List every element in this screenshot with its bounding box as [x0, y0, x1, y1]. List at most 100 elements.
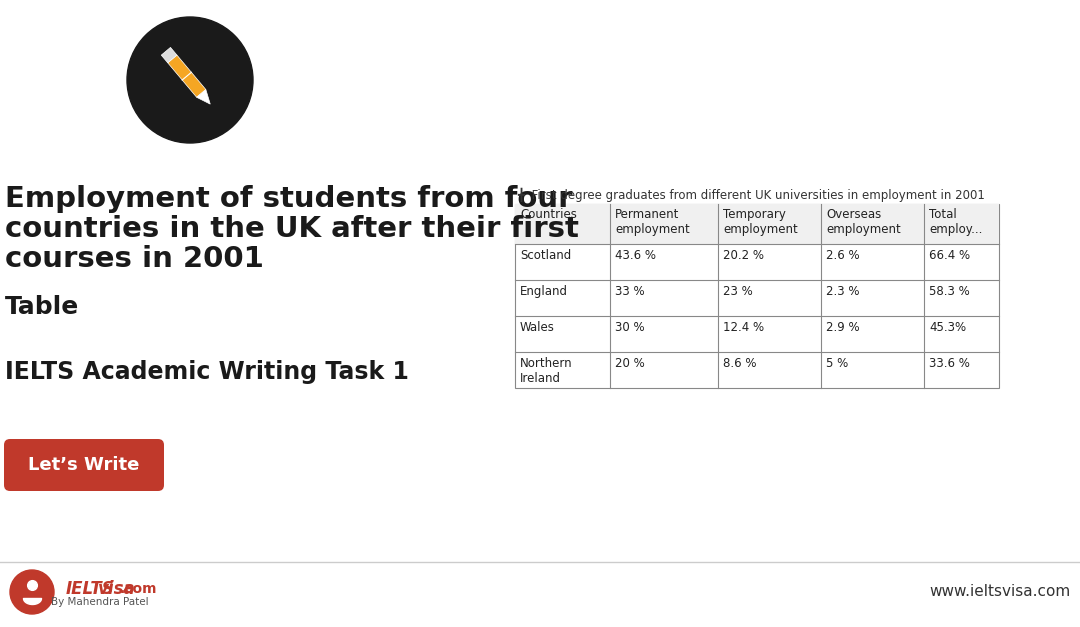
Polygon shape: [197, 90, 211, 104]
Bar: [32, 0, 35, 627]
Bar: [515, 204, 999, 388]
Bar: [140, 0, 143, 627]
Bar: [388, 0, 391, 627]
Bar: [98, 0, 102, 627]
Bar: [110, 0, 113, 627]
Bar: [348, 0, 351, 627]
Bar: [448, 0, 451, 627]
Bar: [590, 0, 593, 627]
Bar: [496, 0, 499, 627]
Bar: [508, 0, 511, 627]
Bar: [141, 0, 145, 627]
Bar: [558, 0, 561, 627]
Bar: [62, 0, 65, 627]
Bar: [515, 204, 999, 244]
Bar: [92, 0, 95, 627]
Bar: [190, 0, 193, 627]
Bar: [414, 0, 417, 627]
Bar: [306, 0, 309, 627]
Bar: [484, 0, 487, 627]
Bar: [248, 0, 251, 627]
Bar: [538, 0, 541, 627]
Bar: [33, 0, 37, 627]
Bar: [356, 0, 359, 627]
Bar: [488, 0, 491, 627]
Bar: [550, 0, 553, 627]
Bar: [564, 0, 567, 627]
Text: 45.3%: 45.3%: [929, 321, 967, 334]
Bar: [440, 0, 443, 627]
Bar: [254, 0, 257, 627]
Bar: [500, 0, 503, 627]
Bar: [208, 0, 211, 627]
Bar: [180, 0, 183, 627]
Bar: [204, 0, 207, 627]
Bar: [0, 0, 3, 627]
Bar: [568, 0, 571, 627]
Bar: [444, 0, 447, 627]
Bar: [422, 0, 426, 627]
Bar: [524, 0, 527, 627]
Bar: [490, 0, 492, 627]
Bar: [458, 0, 461, 627]
Bar: [566, 0, 569, 627]
Bar: [596, 0, 599, 627]
Bar: [56, 0, 59, 627]
Bar: [86, 0, 89, 627]
Bar: [122, 0, 125, 627]
Bar: [212, 0, 215, 627]
Bar: [546, 0, 549, 627]
Bar: [514, 0, 517, 627]
Bar: [28, 0, 31, 627]
Bar: [126, 0, 129, 627]
Bar: [336, 0, 339, 627]
Bar: [400, 0, 403, 627]
Bar: [334, 0, 337, 627]
Bar: [158, 0, 161, 627]
Bar: [90, 0, 93, 627]
Bar: [280, 0, 283, 627]
Bar: [542, 0, 545, 627]
Bar: [224, 0, 227, 627]
Bar: [108, 0, 111, 627]
Bar: [14, 0, 17, 627]
Bar: [100, 0, 103, 627]
Bar: [552, 0, 555, 627]
Bar: [340, 0, 343, 627]
Bar: [12, 0, 15, 627]
Bar: [168, 0, 171, 627]
Text: Employment of students from four: Employment of students from four: [5, 185, 572, 213]
Bar: [345, 0, 347, 627]
Text: ╋  First degree graduates from different UK universities in employment in 2001: ╋ First degree graduates from different …: [517, 188, 985, 203]
Text: Let’s Write: Let’s Write: [28, 456, 139, 474]
Bar: [194, 0, 197, 627]
Polygon shape: [156, 0, 1080, 627]
Bar: [278, 0, 281, 627]
Bar: [116, 0, 119, 627]
Bar: [428, 0, 431, 627]
Bar: [308, 0, 311, 627]
Bar: [186, 0, 189, 627]
Text: 5 %: 5 %: [826, 357, 848, 370]
Bar: [237, 0, 239, 627]
Bar: [58, 0, 60, 627]
Bar: [130, 0, 133, 627]
Text: Wales: Wales: [519, 321, 555, 334]
Bar: [284, 0, 287, 627]
Bar: [368, 0, 372, 627]
Bar: [378, 0, 381, 627]
Bar: [72, 0, 75, 627]
Text: By Mahendra Patel: By Mahendra Patel: [51, 597, 149, 607]
Text: Table: Table: [5, 295, 79, 319]
Bar: [450, 0, 453, 627]
Bar: [526, 0, 529, 627]
Bar: [82, 0, 85, 627]
Bar: [291, 0, 293, 627]
Bar: [320, 0, 323, 627]
Bar: [318, 0, 321, 627]
Bar: [588, 0, 591, 627]
Bar: [238, 0, 241, 627]
Bar: [4, 0, 6, 627]
Bar: [156, 0, 159, 627]
Bar: [406, 0, 409, 627]
